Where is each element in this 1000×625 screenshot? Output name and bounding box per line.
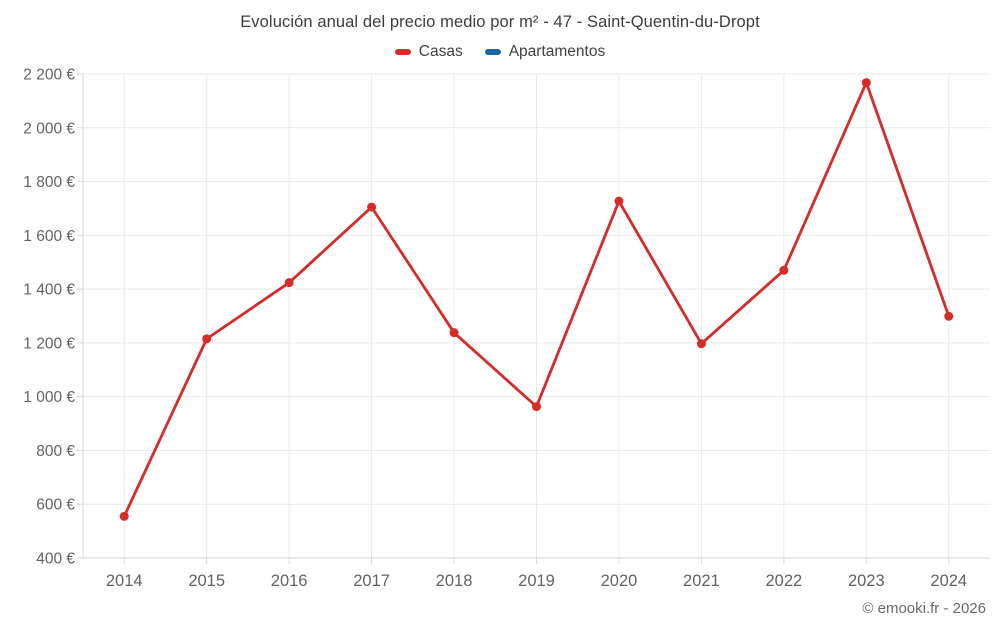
legend-label-apartamentos: Apartamentos <box>508 43 606 60</box>
apartamentos-swatch-icon <box>484 49 501 55</box>
x-axis-label: 2017 <box>353 572 390 590</box>
data-point[interactable] <box>532 402 541 412</box>
data-point[interactable] <box>119 511 129 521</box>
chart-title: Evolución anual del precio medio por m² … <box>240 13 760 31</box>
x-axis-label: 2014 <box>106 572 143 590</box>
x-axis-label: 2018 <box>436 572 473 590</box>
y-axis-label: 1 800 € <box>23 174 75 191</box>
x-axis-label: 2015 <box>188 572 225 590</box>
chart-legend: Casas Apartamentos <box>0 43 1000 61</box>
x-axis-label: 2020 <box>601 572 638 590</box>
data-point[interactable] <box>614 196 624 206</box>
casas-swatch-icon <box>394 49 411 55</box>
y-axis-label: 1 000 € <box>23 389 75 406</box>
legend-item-apartamentos[interactable]: Apartamentos <box>484 43 606 61</box>
y-axis-label: 800 € <box>36 443 75 460</box>
data-point[interactable] <box>779 265 789 275</box>
data-point[interactable] <box>696 339 706 349</box>
x-axis-label: 2024 <box>930 572 967 590</box>
x-axis-label: 2019 <box>518 572 555 590</box>
y-axis-label: 1 400 € <box>23 282 75 299</box>
legend-label-casas: Casas <box>418 43 463 60</box>
data-point[interactable] <box>367 202 377 212</box>
x-axis-label: 2021 <box>683 572 720 590</box>
y-axis-label: 600 € <box>36 497 75 514</box>
legend-item-casas[interactable]: Casas <box>394 43 463 61</box>
data-point[interactable] <box>202 334 212 344</box>
copyright-credit: © emooki.fr - 2026 <box>862 600 986 617</box>
data-point[interactable] <box>449 328 459 338</box>
x-axis-label: 2016 <box>271 572 308 590</box>
x-axis-label: 2023 <box>848 572 885 590</box>
y-axis-label: 400 € <box>36 551 75 568</box>
x-axis-label: 2022 <box>766 572 803 590</box>
data-point[interactable] <box>944 311 954 321</box>
y-axis-label: 1 600 € <box>23 228 75 245</box>
y-axis-label: 2 200 € <box>23 67 75 84</box>
y-axis-label: 2 000 € <box>23 120 75 137</box>
data-point[interactable] <box>861 78 871 88</box>
data-point[interactable] <box>284 278 294 288</box>
y-axis-label: 1 200 € <box>23 335 75 352</box>
